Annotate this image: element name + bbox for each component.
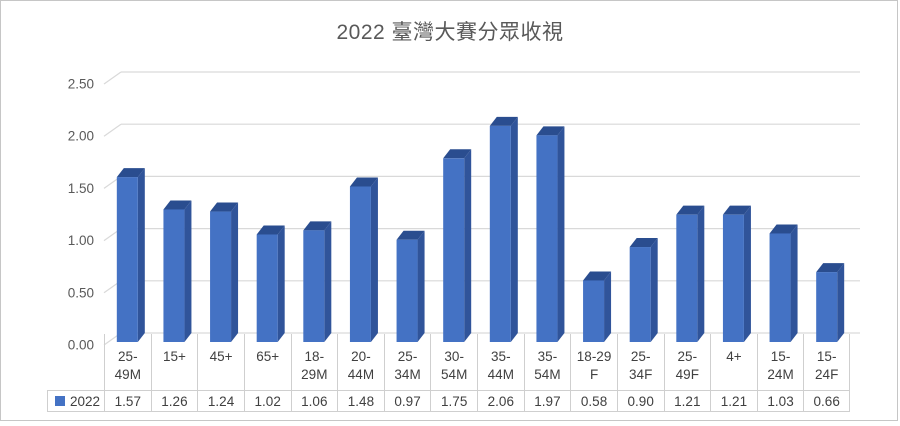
- value-cell: 0.58: [570, 390, 617, 412]
- value-cell: 2.06: [477, 390, 524, 412]
- value-cell: 1.21: [663, 390, 711, 412]
- legend-cell: 2022: [47, 390, 104, 412]
- category-label: 65+: [243, 334, 291, 390]
- category-label: 20- 44M: [337, 334, 384, 390]
- category-label: 25- 49M: [104, 334, 151, 390]
- category-label: 25- 49F: [663, 334, 711, 390]
- value-cell: 1.03: [756, 390, 804, 412]
- category-label: 18- 29M: [290, 334, 338, 390]
- data-table: 25- 49M 15+ 45+ 65+ 18- 29M 20- 44M 25- 34M 30-…: [47, 334, 850, 412]
- legend-series-label: 2022: [70, 394, 101, 409]
- value-cell: 1.24: [197, 390, 244, 412]
- category-label: 45+: [197, 334, 244, 390]
- value-cell: 1.97: [523, 390, 571, 412]
- category-label: 35- 44M: [477, 334, 524, 390]
- category-label: 30- 54M: [430, 334, 477, 390]
- chart-title: 2022 臺灣大賽分眾收視: [336, 21, 564, 44]
- value-row: 2022 1.57 1.26 1.24 1.02 1.06 1.48 0.97 1.75 2.06…: [47, 390, 850, 412]
- category-label: 18-29 F: [570, 334, 617, 390]
- category-label: 15- 24F: [803, 334, 850, 390]
- category-label-row: 25- 49M 15+ 45+ 65+ 18- 29M 20- 44M 25- 34M 30-…: [47, 334, 850, 390]
- value-cell: 0.90: [616, 390, 664, 412]
- legend-swatch-icon: [55, 396, 65, 407]
- value-cell: 0.97: [383, 390, 431, 412]
- value-cell: 1.06: [290, 390, 338, 412]
- value-cell: 1.48: [337, 390, 384, 412]
- category-label: 35- 54M: [523, 334, 571, 390]
- category-label: 25- 34M: [383, 334, 431, 390]
- value-cell: 1.21: [710, 390, 757, 412]
- value-cell: 1.02: [243, 390, 291, 412]
- value-cell: 0.66: [803, 390, 850, 412]
- category-label: 25- 34F: [616, 334, 664, 390]
- value-cell: 1.26: [150, 390, 198, 412]
- table-spacer-cell: [47, 334, 104, 390]
- category-label: 15+: [150, 334, 198, 390]
- category-label: 15- 24M: [756, 334, 804, 390]
- value-cell: 1.57: [104, 390, 151, 412]
- category-label: 4+: [710, 334, 757, 390]
- value-cell: 1.75: [430, 390, 477, 412]
